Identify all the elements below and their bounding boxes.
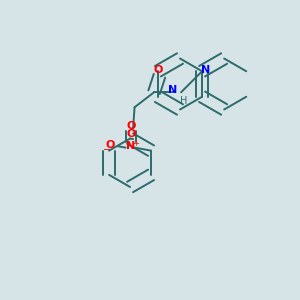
Text: N: N bbox=[168, 85, 178, 95]
Text: O: O bbox=[106, 140, 115, 150]
Text: N: N bbox=[126, 141, 136, 152]
Text: O: O bbox=[126, 121, 136, 131]
Text: H: H bbox=[180, 96, 187, 106]
Text: −: − bbox=[103, 145, 111, 155]
Text: +: + bbox=[132, 139, 139, 148]
Text: O: O bbox=[127, 129, 136, 139]
Text: N: N bbox=[201, 65, 210, 75]
Text: O: O bbox=[153, 65, 163, 75]
